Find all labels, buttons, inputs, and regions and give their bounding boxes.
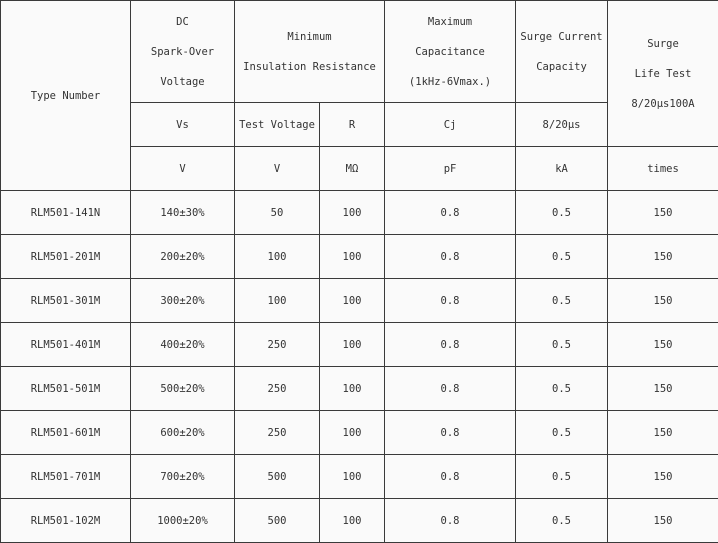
cell-capacitance: 0.8 — [385, 367, 516, 411]
cell-surge-life: 150 — [608, 455, 718, 499]
unit-cj: pF — [385, 147, 516, 191]
cell-surge-life: 150 — [608, 367, 718, 411]
cell-test-voltage: 500 — [235, 455, 320, 499]
cell-spark-over-voltage: 700±20% — [131, 455, 235, 499]
cell-surge-current: 0.5 — [516, 323, 608, 367]
cell-capacitance: 0.8 — [385, 323, 516, 367]
cell-test-voltage: 250 — [235, 411, 320, 455]
sym-surge: 8/20μs — [516, 103, 608, 147]
cell-capacitance: 0.8 — [385, 411, 516, 455]
cell-surge-current: 0.5 — [516, 367, 608, 411]
cell-capacitance: 0.8 — [385, 279, 516, 323]
unit-test-voltage: V — [235, 147, 320, 191]
sym-r: R — [320, 103, 385, 147]
cell-capacitance: 0.8 — [385, 235, 516, 279]
cell-type-number: RLM501-102M — [1, 499, 131, 543]
cell-type-number: RLM501-301M — [1, 279, 131, 323]
cell-surge-current: 0.5 — [516, 499, 608, 543]
cell-type-number: RLM501-401M — [1, 323, 131, 367]
cell-capacitance: 0.8 — [385, 455, 516, 499]
cell-surge-life: 150 — [608, 411, 718, 455]
cell-capacitance: 0.8 — [385, 499, 516, 543]
cell-surge-current: 0.5 — [516, 235, 608, 279]
cell-resistance: 100 — [320, 367, 385, 411]
sym-vs: Vs — [131, 103, 235, 147]
cell-test-voltage: 100 — [235, 235, 320, 279]
cell-surge-current: 0.5 — [516, 191, 608, 235]
cell-spark-over-voltage: 600±20% — [131, 411, 235, 455]
cell-surge-life: 150 — [608, 235, 718, 279]
cell-surge-current: 0.5 — [516, 279, 608, 323]
cell-surge-life: 150 — [608, 279, 718, 323]
cell-spark-over-voltage: 1000±20% — [131, 499, 235, 543]
cell-type-number: RLM501-701M — [1, 455, 131, 499]
sym-test-voltage: Test Voltage — [235, 103, 320, 147]
cell-resistance: 100 — [320, 235, 385, 279]
sym-cj: Cj — [385, 103, 516, 147]
cell-test-voltage: 50 — [235, 191, 320, 235]
header-type-number: Type Number — [1, 1, 131, 191]
cell-test-voltage: 500 — [235, 499, 320, 543]
unit-r: MΩ — [320, 147, 385, 191]
cell-resistance: 100 — [320, 455, 385, 499]
cell-surge-life: 150 — [608, 499, 718, 543]
cell-spark-over-voltage: 300±20% — [131, 279, 235, 323]
cell-resistance: 100 — [320, 279, 385, 323]
unit-vs: V — [131, 147, 235, 191]
cell-resistance: 100 — [320, 191, 385, 235]
cell-resistance: 100 — [320, 411, 385, 455]
cell-test-voltage: 250 — [235, 367, 320, 411]
cell-test-voltage: 250 — [235, 323, 320, 367]
cell-spark-over-voltage: 400±20% — [131, 323, 235, 367]
cell-spark-over-voltage: 500±20% — [131, 367, 235, 411]
cell-resistance: 100 — [320, 499, 385, 543]
cell-test-voltage: 100 — [235, 279, 320, 323]
cell-type-number: RLM501-601M — [1, 411, 131, 455]
cell-type-number: RLM501-501M — [1, 367, 131, 411]
cell-type-number: RLM501-141N — [1, 191, 131, 235]
cell-capacitance: 0.8 — [385, 191, 516, 235]
cell-surge-current: 0.5 — [516, 455, 608, 499]
cell-surge-current: 0.5 — [516, 411, 608, 455]
cell-spark-over-voltage: 140±30% — [131, 191, 235, 235]
cell-surge-life: 150 — [608, 323, 718, 367]
cell-spark-over-voltage: 200±20% — [131, 235, 235, 279]
cell-type-number: RLM501-201M — [1, 235, 131, 279]
cell-surge-life: 150 — [608, 191, 718, 235]
unit-life: times — [608, 147, 718, 191]
unit-surge: kA — [516, 147, 608, 191]
cell-resistance: 100 — [320, 323, 385, 367]
